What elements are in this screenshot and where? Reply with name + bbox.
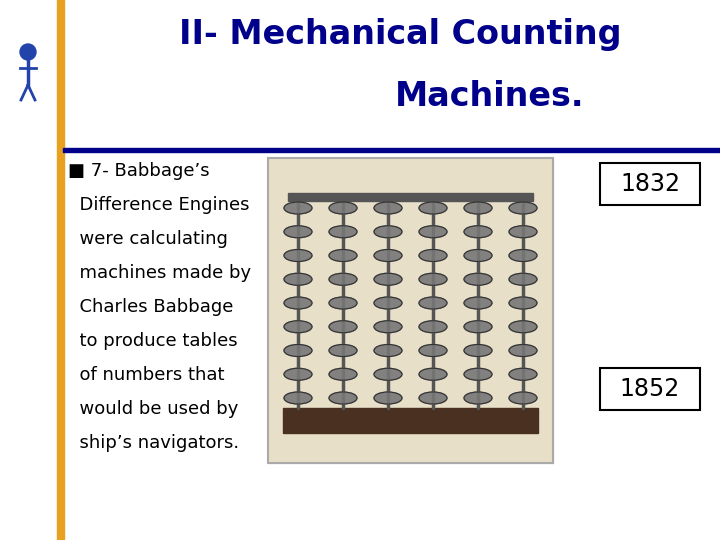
Ellipse shape <box>419 368 447 380</box>
Text: 1852: 1852 <box>620 377 680 401</box>
Bar <box>600 163 700 205</box>
Ellipse shape <box>329 368 357 380</box>
Ellipse shape <box>464 297 492 309</box>
Text: of numbers that: of numbers that <box>68 366 225 384</box>
Text: ■ 7- Babbage’s: ■ 7- Babbage’s <box>68 162 210 180</box>
Ellipse shape <box>419 392 447 404</box>
Ellipse shape <box>329 202 357 214</box>
Ellipse shape <box>509 368 537 380</box>
Ellipse shape <box>284 345 312 356</box>
Ellipse shape <box>419 273 447 285</box>
Text: Difference Engines: Difference Engines <box>68 196 250 214</box>
Ellipse shape <box>509 226 537 238</box>
Ellipse shape <box>509 202 537 214</box>
Text: Machines.: Machines. <box>395 80 585 113</box>
Ellipse shape <box>329 345 357 356</box>
Ellipse shape <box>374 392 402 404</box>
Ellipse shape <box>374 345 402 356</box>
Ellipse shape <box>464 345 492 356</box>
Bar <box>268 158 553 463</box>
Ellipse shape <box>374 297 402 309</box>
Ellipse shape <box>284 297 312 309</box>
Ellipse shape <box>284 321 312 333</box>
Ellipse shape <box>374 321 402 333</box>
Ellipse shape <box>284 392 312 404</box>
Ellipse shape <box>374 273 402 285</box>
Ellipse shape <box>284 249 312 261</box>
Ellipse shape <box>419 345 447 356</box>
Ellipse shape <box>284 368 312 380</box>
Ellipse shape <box>419 202 447 214</box>
Ellipse shape <box>329 249 357 261</box>
Ellipse shape <box>509 249 537 261</box>
Ellipse shape <box>284 226 312 238</box>
Circle shape <box>20 44 36 60</box>
Bar <box>283 408 538 433</box>
Text: machines made by: machines made by <box>68 264 251 282</box>
Bar <box>600 368 700 410</box>
Ellipse shape <box>464 202 492 214</box>
Ellipse shape <box>329 226 357 238</box>
Text: Charles Babbage: Charles Babbage <box>68 298 233 316</box>
Ellipse shape <box>464 368 492 380</box>
Bar <box>63 148 720 152</box>
Ellipse shape <box>509 321 537 333</box>
Ellipse shape <box>464 273 492 285</box>
Ellipse shape <box>374 368 402 380</box>
Ellipse shape <box>419 249 447 261</box>
Text: ship’s navigators.: ship’s navigators. <box>68 434 239 452</box>
Text: 1832: 1832 <box>620 172 680 196</box>
Text: were calculating: were calculating <box>68 230 228 248</box>
Ellipse shape <box>329 392 357 404</box>
Ellipse shape <box>329 321 357 333</box>
Text: II- Mechanical Counting: II- Mechanical Counting <box>179 18 621 51</box>
Ellipse shape <box>419 226 447 238</box>
Ellipse shape <box>374 249 402 261</box>
Ellipse shape <box>509 273 537 285</box>
Ellipse shape <box>509 345 537 356</box>
Ellipse shape <box>329 297 357 309</box>
Ellipse shape <box>284 202 312 214</box>
Ellipse shape <box>419 297 447 309</box>
Ellipse shape <box>464 392 492 404</box>
Bar <box>57 0 64 540</box>
Ellipse shape <box>374 226 402 238</box>
Text: would be used by: would be used by <box>68 400 238 418</box>
Ellipse shape <box>374 202 402 214</box>
Bar <box>288 193 533 201</box>
Ellipse shape <box>329 273 357 285</box>
Bar <box>268 158 553 463</box>
Ellipse shape <box>464 249 492 261</box>
Ellipse shape <box>464 226 492 238</box>
Ellipse shape <box>509 297 537 309</box>
Ellipse shape <box>464 321 492 333</box>
Ellipse shape <box>284 273 312 285</box>
Ellipse shape <box>419 321 447 333</box>
Text: to produce tables: to produce tables <box>68 332 238 350</box>
Ellipse shape <box>509 392 537 404</box>
